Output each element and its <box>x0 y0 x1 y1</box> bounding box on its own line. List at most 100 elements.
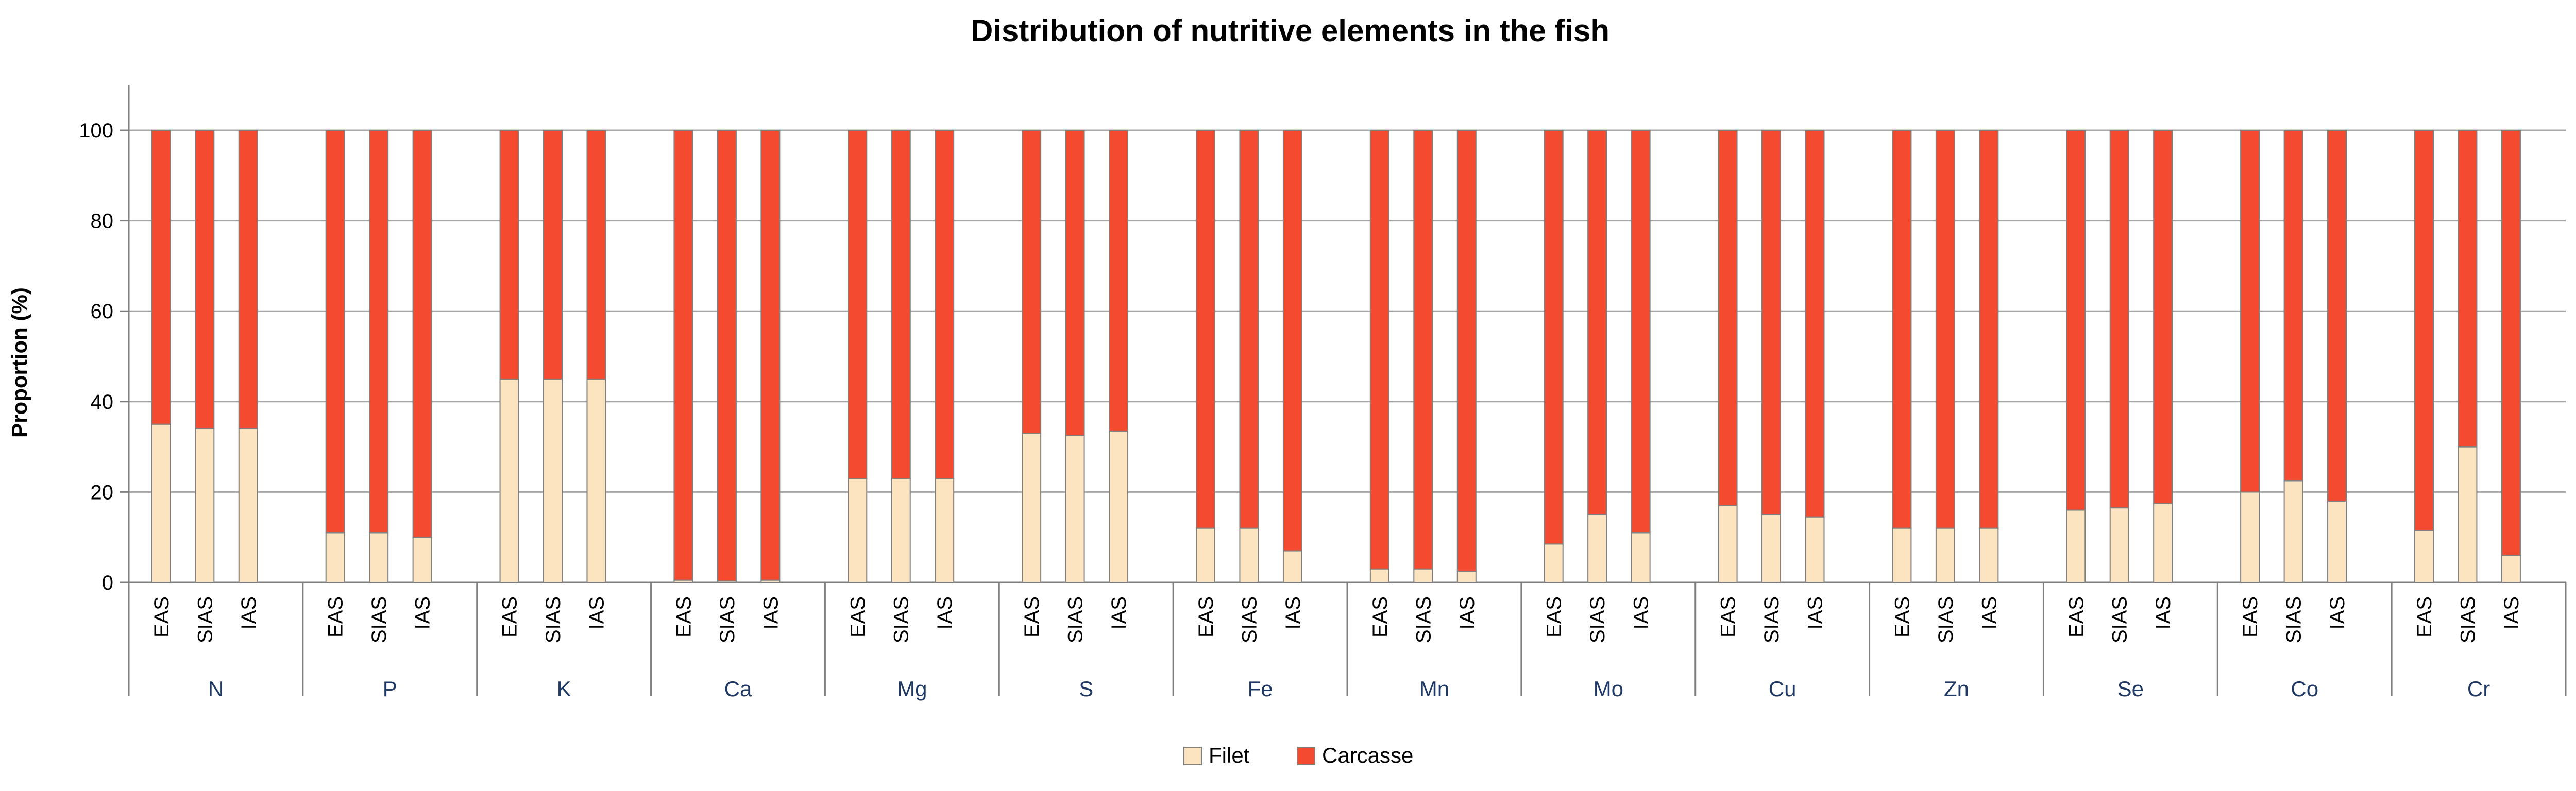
bar-carcasse-K-EAS <box>499 130 519 380</box>
bar-carcasse-Cr-SIAS <box>2458 130 2478 448</box>
x-sublabel: SIAS <box>1238 596 1261 643</box>
bar-filet-Mo-SIAS <box>1587 514 1607 583</box>
bar-filet-Zn-SIAS <box>1935 527 1955 583</box>
x-sublabel: EAS <box>2413 596 2436 638</box>
bar-carcasse-N-IAS <box>238 130 258 429</box>
bar-carcasse-Zn-EAS <box>1892 130 1912 529</box>
x-sublabel: EAS <box>1021 596 1043 638</box>
bar-carcasse-Se-SIAS <box>2109 130 2129 509</box>
bar-carcasse-Co-EAS <box>2240 130 2260 493</box>
x-group-label: K <box>557 677 571 701</box>
x-sublabel: SIAS <box>1586 596 1609 643</box>
x-sublabel: EAS <box>1543 596 1566 638</box>
x-sublabel: SIAS <box>890 596 913 643</box>
bar-carcasse-Se-EAS <box>2066 130 2086 511</box>
bar-carcasse-Cu-SIAS <box>1761 130 1782 515</box>
x-sublabel: SIAS <box>194 596 216 643</box>
legend-swatch-carcasse <box>1297 747 1315 765</box>
x-group-label: Fe <box>1248 677 1273 701</box>
x-sublabel: SIAS <box>368 596 391 643</box>
bar-filet-N-IAS <box>238 428 258 583</box>
bar-carcasse-P-SIAS <box>369 130 389 534</box>
bar-carcasse-Co-SIAS <box>2283 130 2303 482</box>
y-axis-label: Proportion (%) <box>7 287 31 438</box>
bar-filet-K-SIAS <box>543 378 563 583</box>
bar-filet-Mg-SIAS <box>891 478 911 583</box>
legend-swatch-filet <box>1183 747 1202 765</box>
bar-filet-Cu-SIAS <box>1761 514 1782 583</box>
bar-filet-Co-SIAS <box>2283 480 2303 583</box>
bar-carcasse-Cu-IAS <box>1805 130 1825 518</box>
gridlines <box>129 129 2566 493</box>
bar-carcasse-Ca-IAS <box>760 130 781 581</box>
bar-carcasse-Zn-IAS <box>1979 130 1999 529</box>
bar-carcasse-Cu-EAS <box>1718 130 1738 506</box>
x-sublabel: IAS <box>2500 596 2523 629</box>
x-group-label: P <box>383 677 397 701</box>
x-sublabel: IAS <box>585 596 608 629</box>
bar-carcasse-P-EAS <box>325 130 345 534</box>
x-sublabel: SIAS <box>2283 596 2306 643</box>
y-tick-label: 0 <box>102 572 113 594</box>
bar-filet-Fe-IAS <box>1282 550 1302 583</box>
bars <box>151 130 2521 583</box>
y-tick-label: 20 <box>91 481 114 504</box>
bar-carcasse-Mo-EAS <box>1544 130 1564 545</box>
bar-carcasse-Mo-IAS <box>1631 130 1651 534</box>
bar-carcasse-Zn-SIAS <box>1935 130 1955 529</box>
bar-carcasse-Mn-SIAS <box>1413 130 1433 570</box>
x-group-label: Cu <box>1769 677 1797 701</box>
bar-filet-N-SIAS <box>195 428 215 583</box>
x-group-label: Zn <box>1944 677 1969 701</box>
x-group-label: Mg <box>897 677 927 701</box>
bar-filet-Cu-EAS <box>1718 505 1738 583</box>
bar-filet-Cu-IAS <box>1805 516 1825 583</box>
axes <box>120 85 2567 696</box>
bar-filet-Cr-EAS <box>2414 530 2434 583</box>
bar-carcasse-K-IAS <box>586 130 606 380</box>
bar-carcasse-S-SIAS <box>1065 130 1085 436</box>
x-sublabel: SIAS <box>1412 596 1435 643</box>
x-sublabel: IAS <box>1108 596 1130 629</box>
bar-filet-Se-IAS <box>2153 503 2173 583</box>
x-group-label: N <box>208 677 224 701</box>
x-sublabel: IAS <box>2326 596 2349 629</box>
legend: Filet Carcasse <box>1183 743 1413 767</box>
x-sublabel: EAS <box>2239 596 2262 638</box>
bar-filet-Zn-IAS <box>1979 527 1999 583</box>
bar-filet-Fe-EAS <box>1195 527 1215 583</box>
x-sublabel: EAS <box>150 596 173 638</box>
bar-filet-Se-SIAS <box>2109 507 2129 583</box>
legend-label-filet: Filet <box>1209 743 1250 767</box>
x-group-label: Mn <box>1419 677 1449 701</box>
x-sublabel: IAS <box>2152 596 2175 629</box>
x-group-label: Cr <box>2467 677 2490 701</box>
legend-label-carcasse: Carcasse <box>1322 743 1413 767</box>
bar-carcasse-N-SIAS <box>195 130 215 429</box>
x-sublabel: EAS <box>1369 596 1392 638</box>
x-sublabel: EAS <box>499 596 521 638</box>
bar-carcasse-Mo-SIAS <box>1587 130 1607 515</box>
x-sublabel: SIAS <box>1064 596 1087 643</box>
x-group-label: Mo <box>1594 677 1623 701</box>
x-sublabel: IAS <box>759 596 782 629</box>
bar-filet-K-IAS <box>586 378 606 583</box>
bar-carcasse-K-SIAS <box>543 130 563 380</box>
bar-filet-Co-IAS <box>2327 500 2347 583</box>
bar-filet-S-SIAS <box>1065 435 1085 583</box>
bar-carcasse-Mg-EAS <box>848 130 868 479</box>
bar-carcasse-Ca-EAS <box>673 130 693 581</box>
bar-filet-P-EAS <box>325 532 345 583</box>
bar-filet-Zn-EAS <box>1892 527 1912 583</box>
bar-carcasse-Mg-IAS <box>935 130 955 479</box>
x-sublabel: EAS <box>672 596 695 638</box>
bar-carcasse-Ca-SIAS <box>717 130 737 582</box>
x-sublabel: EAS <box>325 596 347 638</box>
bar-carcasse-S-IAS <box>1109 130 1129 432</box>
x-sublabel: EAS <box>2065 596 2088 638</box>
bar-filet-Mo-EAS <box>1544 543 1564 583</box>
x-sublabel: IAS <box>1978 596 2001 629</box>
x-sublabel: IAS <box>1804 596 1826 629</box>
